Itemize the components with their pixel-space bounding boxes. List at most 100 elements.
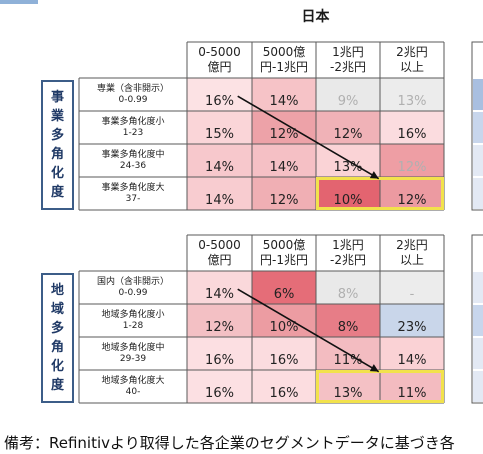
row-label-line: 0-0.99: [118, 287, 148, 298]
column-header-line: 億円: [207, 253, 232, 267]
row-label-line: 国内（含非開示）: [96, 276, 169, 287]
side-label-char: 業: [50, 109, 64, 124]
cell-value: 16%: [205, 94, 234, 109]
cell-value: 14%: [205, 287, 234, 302]
cell-value: 23%: [397, 320, 427, 335]
column-header-line: 0-5000: [198, 45, 241, 59]
side-label-char: 域: [50, 302, 64, 317]
side-label-char: 化: [50, 166, 64, 181]
side-label-char: 角: [50, 340, 64, 355]
highlight-box: [316, 370, 444, 403]
cell-value: 14%: [205, 193, 234, 208]
column-header: 0-5000 億円: [187, 42, 252, 78]
side-label-char: 度: [50, 185, 64, 200]
cell-value: 16%: [397, 127, 427, 142]
side-label: 地域多角化度: [41, 273, 74, 403]
cell-value: 12%: [269, 127, 299, 142]
column-header: 1兆円 -2兆円: [316, 42, 380, 78]
column-header-line: 5000億: [262, 45, 306, 59]
cell-value: 13%: [333, 160, 363, 175]
side-label-char: 化: [50, 359, 64, 374]
heatmap-cell: 10%: [252, 304, 316, 337]
row-label: 専業（含非開示） 0-0.99: [79, 78, 187, 111]
row-label: 地域多角化度小 1-28: [79, 304, 187, 337]
column-header-line: 円-1兆円: [260, 253, 308, 267]
next-panel-cell: [473, 145, 483, 176]
column-header: 2兆円 以上: [380, 42, 444, 78]
column-header: 0-5000 億円: [187, 235, 252, 271]
heatmap-cell: 12%: [380, 144, 444, 177]
side-label-char: 角: [50, 147, 64, 162]
column-header-line: -2兆円: [330, 60, 366, 74]
heatmap-cell: 11%: [380, 370, 444, 403]
row-label-line: 地域多角化度大: [101, 375, 165, 386]
cell-value: 10%: [269, 320, 299, 335]
page-title: 日本: [301, 9, 330, 25]
column-header-line: 以上: [399, 60, 424, 74]
cell-value: 12%: [269, 193, 299, 208]
cell-value: 16%: [205, 353, 234, 368]
heatmap-cell: 10%: [316, 177, 380, 210]
heatmap-cell: 16%: [187, 78, 252, 111]
row-label-line: 専業（含非開示）: [96, 83, 169, 94]
row-label-line: 地域多角化度小: [101, 309, 165, 320]
row-label-line: 1-23: [122, 127, 144, 138]
side-label: 事業多角化度: [41, 80, 74, 210]
heatmap-cell: 14%: [187, 271, 252, 304]
cell-value: 12%: [397, 193, 427, 208]
cell-value: 12%: [397, 160, 427, 175]
cell-value: 11%: [397, 386, 427, 401]
heatmap-cell: 14%: [380, 337, 444, 370]
column-header-line: 円-1兆円: [260, 60, 308, 74]
heatmap-cell: 12%: [187, 304, 252, 337]
heatmap-cell: 14%: [252, 78, 316, 111]
column-header-line: 2兆円: [396, 45, 428, 59]
cell-value: 13%: [333, 386, 363, 401]
heatmap-cell: 14%: [252, 144, 316, 177]
cell-value: 12%: [333, 127, 363, 142]
column-header-line: 1兆円: [332, 238, 364, 252]
row-label: 地域多角化度中 29-39: [79, 337, 187, 370]
heatmap-cell: 12%: [252, 111, 316, 144]
row-label-line: 40-: [125, 386, 141, 397]
heatmap-cell: 16%: [187, 370, 252, 403]
heatmap-cell: 14%: [187, 144, 252, 177]
heatmap-cell: 8%: [316, 271, 380, 304]
column-header-line: 2兆円: [396, 238, 428, 252]
heatmap-cell: 14%: [187, 177, 252, 210]
side-label-char: 多: [50, 321, 64, 336]
column-header-line: 以上: [399, 253, 424, 267]
next-panel-cell: [473, 178, 483, 209]
column-header-line: 0-5000: [198, 238, 241, 252]
row-label-line: 29-39: [119, 353, 147, 364]
footnote: 備考：Refinitivより取得した各企業のセグメントデータに基づき各: [4, 434, 455, 452]
row-label: 事業多角化度中 24-36: [79, 144, 187, 177]
cell-value: 15%: [205, 127, 234, 142]
next-panel-cell: [473, 79, 483, 110]
highlight-box: [316, 177, 444, 210]
next-panel-cell: [473, 272, 483, 303]
next-panel-cell: [473, 338, 483, 369]
cell-value: 14%: [205, 160, 234, 175]
next-panel-cell: [473, 112, 483, 143]
column-header: 5000億 円-1兆円: [252, 42, 316, 78]
heatmap-cell: 12%: [380, 177, 444, 210]
cell-value: 12%: [205, 320, 234, 335]
row-label-line: 事業多角化度小: [101, 116, 165, 127]
side-label-char: 地: [50, 283, 64, 298]
heatmap-cell: 16%: [252, 370, 316, 403]
column-header-line: -2兆円: [330, 253, 366, 267]
row-label-line: 事業多角化度中: [101, 149, 165, 160]
heatmap-cell: 23%: [380, 304, 444, 337]
cell-value: 6%: [273, 287, 295, 302]
row-label-line: 24-36: [119, 160, 147, 171]
cell-value: -: [409, 287, 415, 302]
heatmap-cell: 9%: [316, 78, 380, 111]
row-label-line: 事業多角化度大: [101, 182, 165, 193]
heatmap-cell: -: [380, 271, 444, 304]
side-label-char: 度: [50, 378, 64, 393]
heatmap-cell: 15%: [187, 111, 252, 144]
heatmap-cell: 8%: [316, 304, 380, 337]
row-label-line: 地域多角化度中: [101, 342, 165, 353]
heatmap-cell: 16%: [380, 111, 444, 144]
